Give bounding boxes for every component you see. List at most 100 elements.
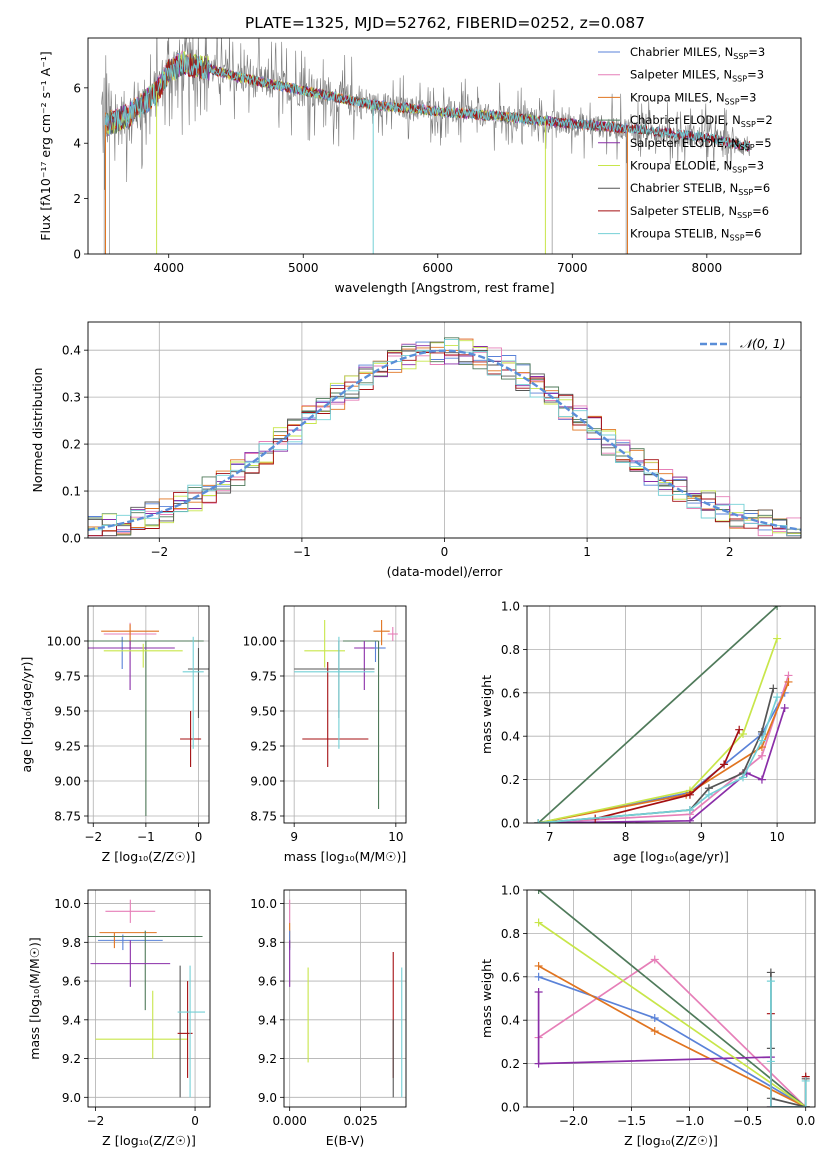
axes-age-vs-mass: 9 10 8.75 9.00 9.25 9.50 9.75 10.00 mass [log₁₀(…	[243, 605, 407, 864]
legend-tail: =3	[747, 159, 764, 173]
weight-line-chabrier-elodie	[537, 606, 778, 823]
weight-line-kroupa-miles	[538, 965, 807, 1107]
legend-tail: =3	[748, 45, 765, 59]
y-tick-label: 9.00	[54, 775, 81, 789]
weight-marker-salpeter-stelib	[735, 725, 744, 734]
legend-entry-salpeter-elodie: Salpeter ELODIE, NSSP=5	[630, 136, 772, 152]
legend-subscript: SSP	[737, 211, 752, 220]
model-line-kroupa-stelib	[105, 52, 751, 152]
weight-marker-kroupa-stelib	[685, 805, 694, 814]
x-tick-label: −1.0	[675, 1114, 704, 1128]
weight-marker-salpeter-stelib	[720, 760, 729, 769]
y-tick-label: 8.75	[54, 810, 81, 824]
weight-marker-chabrier-elodie	[773, 606, 782, 610]
x-tick-label: −2.0	[559, 1114, 588, 1128]
panel-spectrum: 4000 5000 6000 7000 8000 0 2 4 6 wavelength [Angs…	[38, 37, 802, 295]
y-tick-label: 0.2	[501, 1057, 520, 1071]
weight-marker-chabrier-miles	[534, 972, 543, 981]
plot-area-weight-vs-age	[534, 606, 793, 823]
x-tick-label: −2	[84, 830, 102, 844]
legend-label: Salpeter MILES, N	[630, 68, 732, 82]
x-tick-label: 9	[290, 830, 298, 844]
x-axis-label: (data-model)/error	[387, 564, 504, 579]
weight-marker-chabrier-stelib	[766, 968, 775, 977]
legend-label: Chabrier ELODIE, N	[630, 113, 741, 127]
weight-line-kroupa-stelib	[770, 981, 807, 1107]
legend-label: Salpeter STELIB, N	[630, 204, 737, 218]
y-axis-label: mass weight	[479, 675, 494, 754]
x-tick-label: −1	[137, 830, 155, 844]
x-tick-label: 7000	[557, 261, 588, 275]
legend-entry-salpeter-stelib: Salpeter STELIB, NSSP=6	[630, 204, 769, 220]
y-tick-label: 9.2	[62, 1052, 81, 1066]
y-tick-label: 0.3	[62, 391, 81, 405]
x-tick-label: 10	[388, 830, 403, 844]
plot-area-mass-vs-ebv	[289, 899, 403, 1098]
weight-line-salpeter-elodie	[538, 707, 786, 823]
x-tick-label: 1	[583, 545, 591, 559]
weight-marker-salpeter-elodie	[534, 987, 543, 996]
legend-entry-salpeter-miles: Salpeter MILES, NSSP=3	[630, 68, 764, 84]
y-tick-label: 4	[73, 137, 81, 151]
weight-marker-kroupa-miles	[784, 677, 793, 686]
weight-marker-salpeter-elodie	[757, 775, 766, 784]
legend-entry-kroupa-miles: Kroupa MILES, NSSP=3	[630, 90, 756, 106]
legend-label: Salpeter ELODIE, N	[630, 136, 740, 150]
weight-line-salpeter-miles	[538, 958, 807, 1107]
plot-area-weight-vs-Z	[534, 890, 810, 1107]
y-tick-label: 10.0	[250, 897, 277, 911]
legend-label: Kroupa MILES, N	[630, 90, 725, 104]
weight-marker-salpeter-elodie	[534, 1059, 543, 1068]
legend-entry-kroupa-elodie: Kroupa ELODIE, NSSP=3	[630, 159, 764, 175]
panel-mass-vs-Z: −2 0 9.0 9.2 9.4 9.6 9.8 10.0 Z [log₁₀(Z/Z☉)] mas…	[27, 889, 211, 1148]
weight-line-salpeter-stelib	[594, 729, 740, 820]
weight-marker-kroupa-stelib	[766, 1057, 775, 1066]
x-tick-label: −1.5	[617, 1114, 646, 1128]
x-tick-label: 4000	[153, 261, 184, 275]
weight-line-kroupa-stelib	[538, 696, 778, 823]
x-tick-label: −1	[293, 545, 311, 559]
legend-subscript: SSP	[738, 188, 753, 197]
weight-line-kroupa-elodie	[538, 638, 778, 823]
legend-label: Kroupa STELIB, N	[630, 227, 730, 241]
weight-marker-kroupa-miles	[650, 1027, 659, 1036]
x-tick-label: 8000	[692, 261, 723, 275]
y-axis-label: mass weight	[479, 959, 494, 1038]
weight-line-kroupa-elodie	[538, 921, 807, 1107]
y-tick-label: 0.4	[501, 1014, 520, 1028]
y-tick-label: 9.8	[258, 936, 277, 950]
legend-subscript: SSP	[740, 143, 755, 152]
panel-residuals: −2 −1 0 1 2 0.0 0.1 0.2 0.3 0.4 (data-model)/error…	[30, 321, 802, 579]
y-tick-label: 9.6	[258, 975, 277, 989]
panel-weight-vs-age: 7 8 9 10 0.0 0.2 0.4 0.6 0.8 1.0 age [log₁₀(age/yr…	[479, 600, 816, 864]
y-tick-label: 9.0	[62, 1091, 81, 1105]
y-tick-label: 0.6	[501, 970, 520, 984]
weight-marker-kroupa-elodie	[773, 634, 782, 643]
y-tick-label: 9.8	[62, 936, 81, 950]
plot-area-age-vs-mass	[294, 620, 398, 809]
weight-line-chabrier-miles	[538, 692, 786, 823]
weight-line-salpeter-elodie	[537, 992, 806, 1107]
weight-marker-salpeter-miles	[650, 955, 659, 964]
y-tick-label: 0.8	[501, 643, 520, 657]
weight-marker-salpeter-miles	[757, 751, 766, 760]
weight-marker-kroupa-stelib	[766, 1103, 775, 1107]
y-tick-label: 9.4	[62, 1013, 81, 1027]
panel-age-vs-mass: 9 10 8.75 9.00 9.25 9.50 9.75 10.00 mass [log₁₀(…	[243, 605, 407, 864]
axes-residuals: −2 −1 0 1 2 0.0 0.1 0.2 0.3 0.4 (data-model)/error…	[30, 321, 802, 579]
weight-marker-kroupa-stelib	[704, 790, 713, 799]
y-tick-label: 9.75	[250, 670, 277, 684]
x-tick-label: 0.000	[272, 1114, 306, 1128]
x-axis-label: Z [log₁₀(Z/Z☉)]	[624, 1133, 718, 1148]
grid-age-vs-mass	[284, 606, 406, 823]
legend-tail: =6	[752, 204, 769, 218]
y-tick-label: 6	[73, 81, 81, 95]
y-tick-label: 0.0	[501, 817, 520, 831]
legend-tail: =5	[755, 136, 772, 150]
y-tick-label: 9.50	[250, 705, 277, 719]
x-tick-label: 9	[697, 830, 705, 844]
x-axis-label: Z [log₁₀(Z/Z☉)]	[102, 1133, 196, 1148]
y-tick-label: 1.0	[501, 884, 520, 898]
